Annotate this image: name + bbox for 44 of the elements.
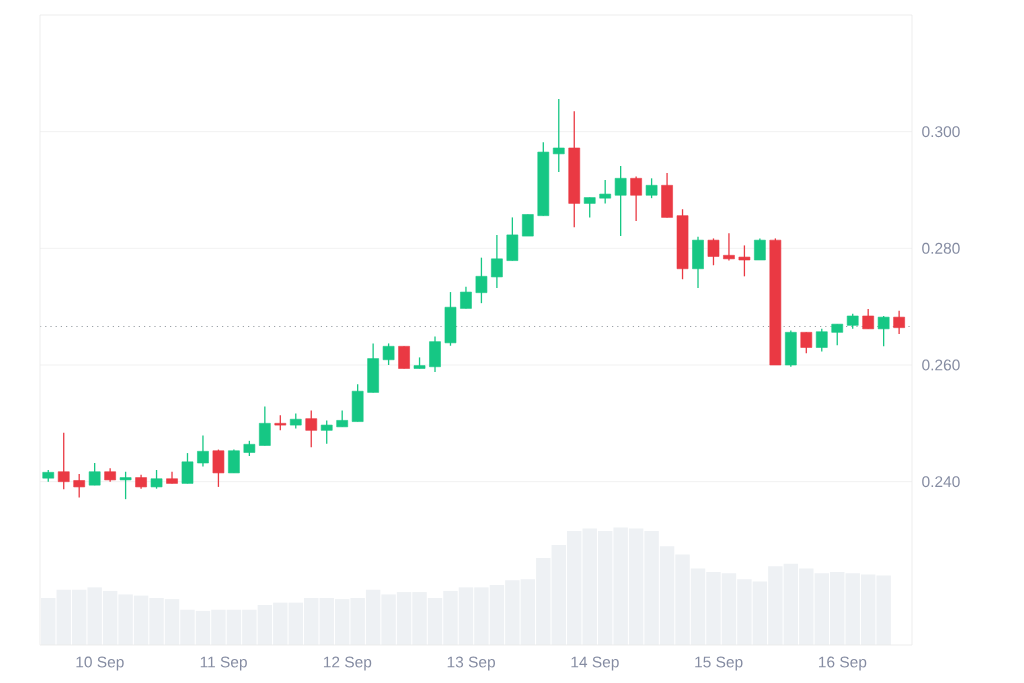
candlestick (815, 328, 828, 353)
candlestick (522, 213, 534, 237)
candlestick (491, 234, 503, 289)
y-tick-label: 0.260 (922, 359, 960, 371)
candlestick (320, 419, 333, 445)
candlestick (800, 331, 813, 354)
x-tick-label: 11 Sep (200, 656, 247, 671)
candlestick (599, 179, 611, 205)
candlestick (119, 471, 132, 500)
candlestick (181, 452, 194, 485)
candlestick (831, 323, 844, 346)
candlestick (893, 310, 905, 335)
candlestick (212, 448, 225, 488)
x-tick-label: 15 Sep (695, 656, 743, 671)
candlestick (88, 462, 101, 486)
candlestick (645, 177, 658, 199)
x-tick-label: 10 Sep (76, 656, 124, 671)
candlestick (475, 257, 488, 304)
x-tick-label: 12 Sep (323, 656, 372, 671)
candlestick (723, 232, 735, 262)
candlestick (877, 315, 890, 347)
candlestick (707, 237, 720, 266)
candlestick (738, 244, 751, 277)
candlestick (754, 237, 766, 261)
candlestick (583, 196, 596, 219)
y-tick-label: 0.300 (922, 126, 960, 138)
x-tick-label: 16 Sep (819, 656, 867, 671)
candlestick (460, 286, 472, 310)
candlestick (614, 165, 627, 237)
x-tick-label: 14 Sep (571, 656, 619, 671)
candlestick (150, 469, 163, 490)
candlestick (57, 432, 70, 490)
candlestick (305, 409, 318, 448)
candlestick (73, 473, 86, 499)
y-tick-label: 0.240 (922, 476, 960, 488)
candlestick (552, 98, 565, 173)
y-tick-label: 0.280 (922, 242, 960, 254)
candlestick (630, 175, 642, 222)
candlestick (862, 308, 874, 330)
candlestick (197, 434, 209, 468)
candlestick (259, 405, 271, 447)
candlestick (398, 345, 410, 370)
candlestick (382, 342, 395, 366)
x-tick-label: 13 Sep (447, 656, 495, 671)
